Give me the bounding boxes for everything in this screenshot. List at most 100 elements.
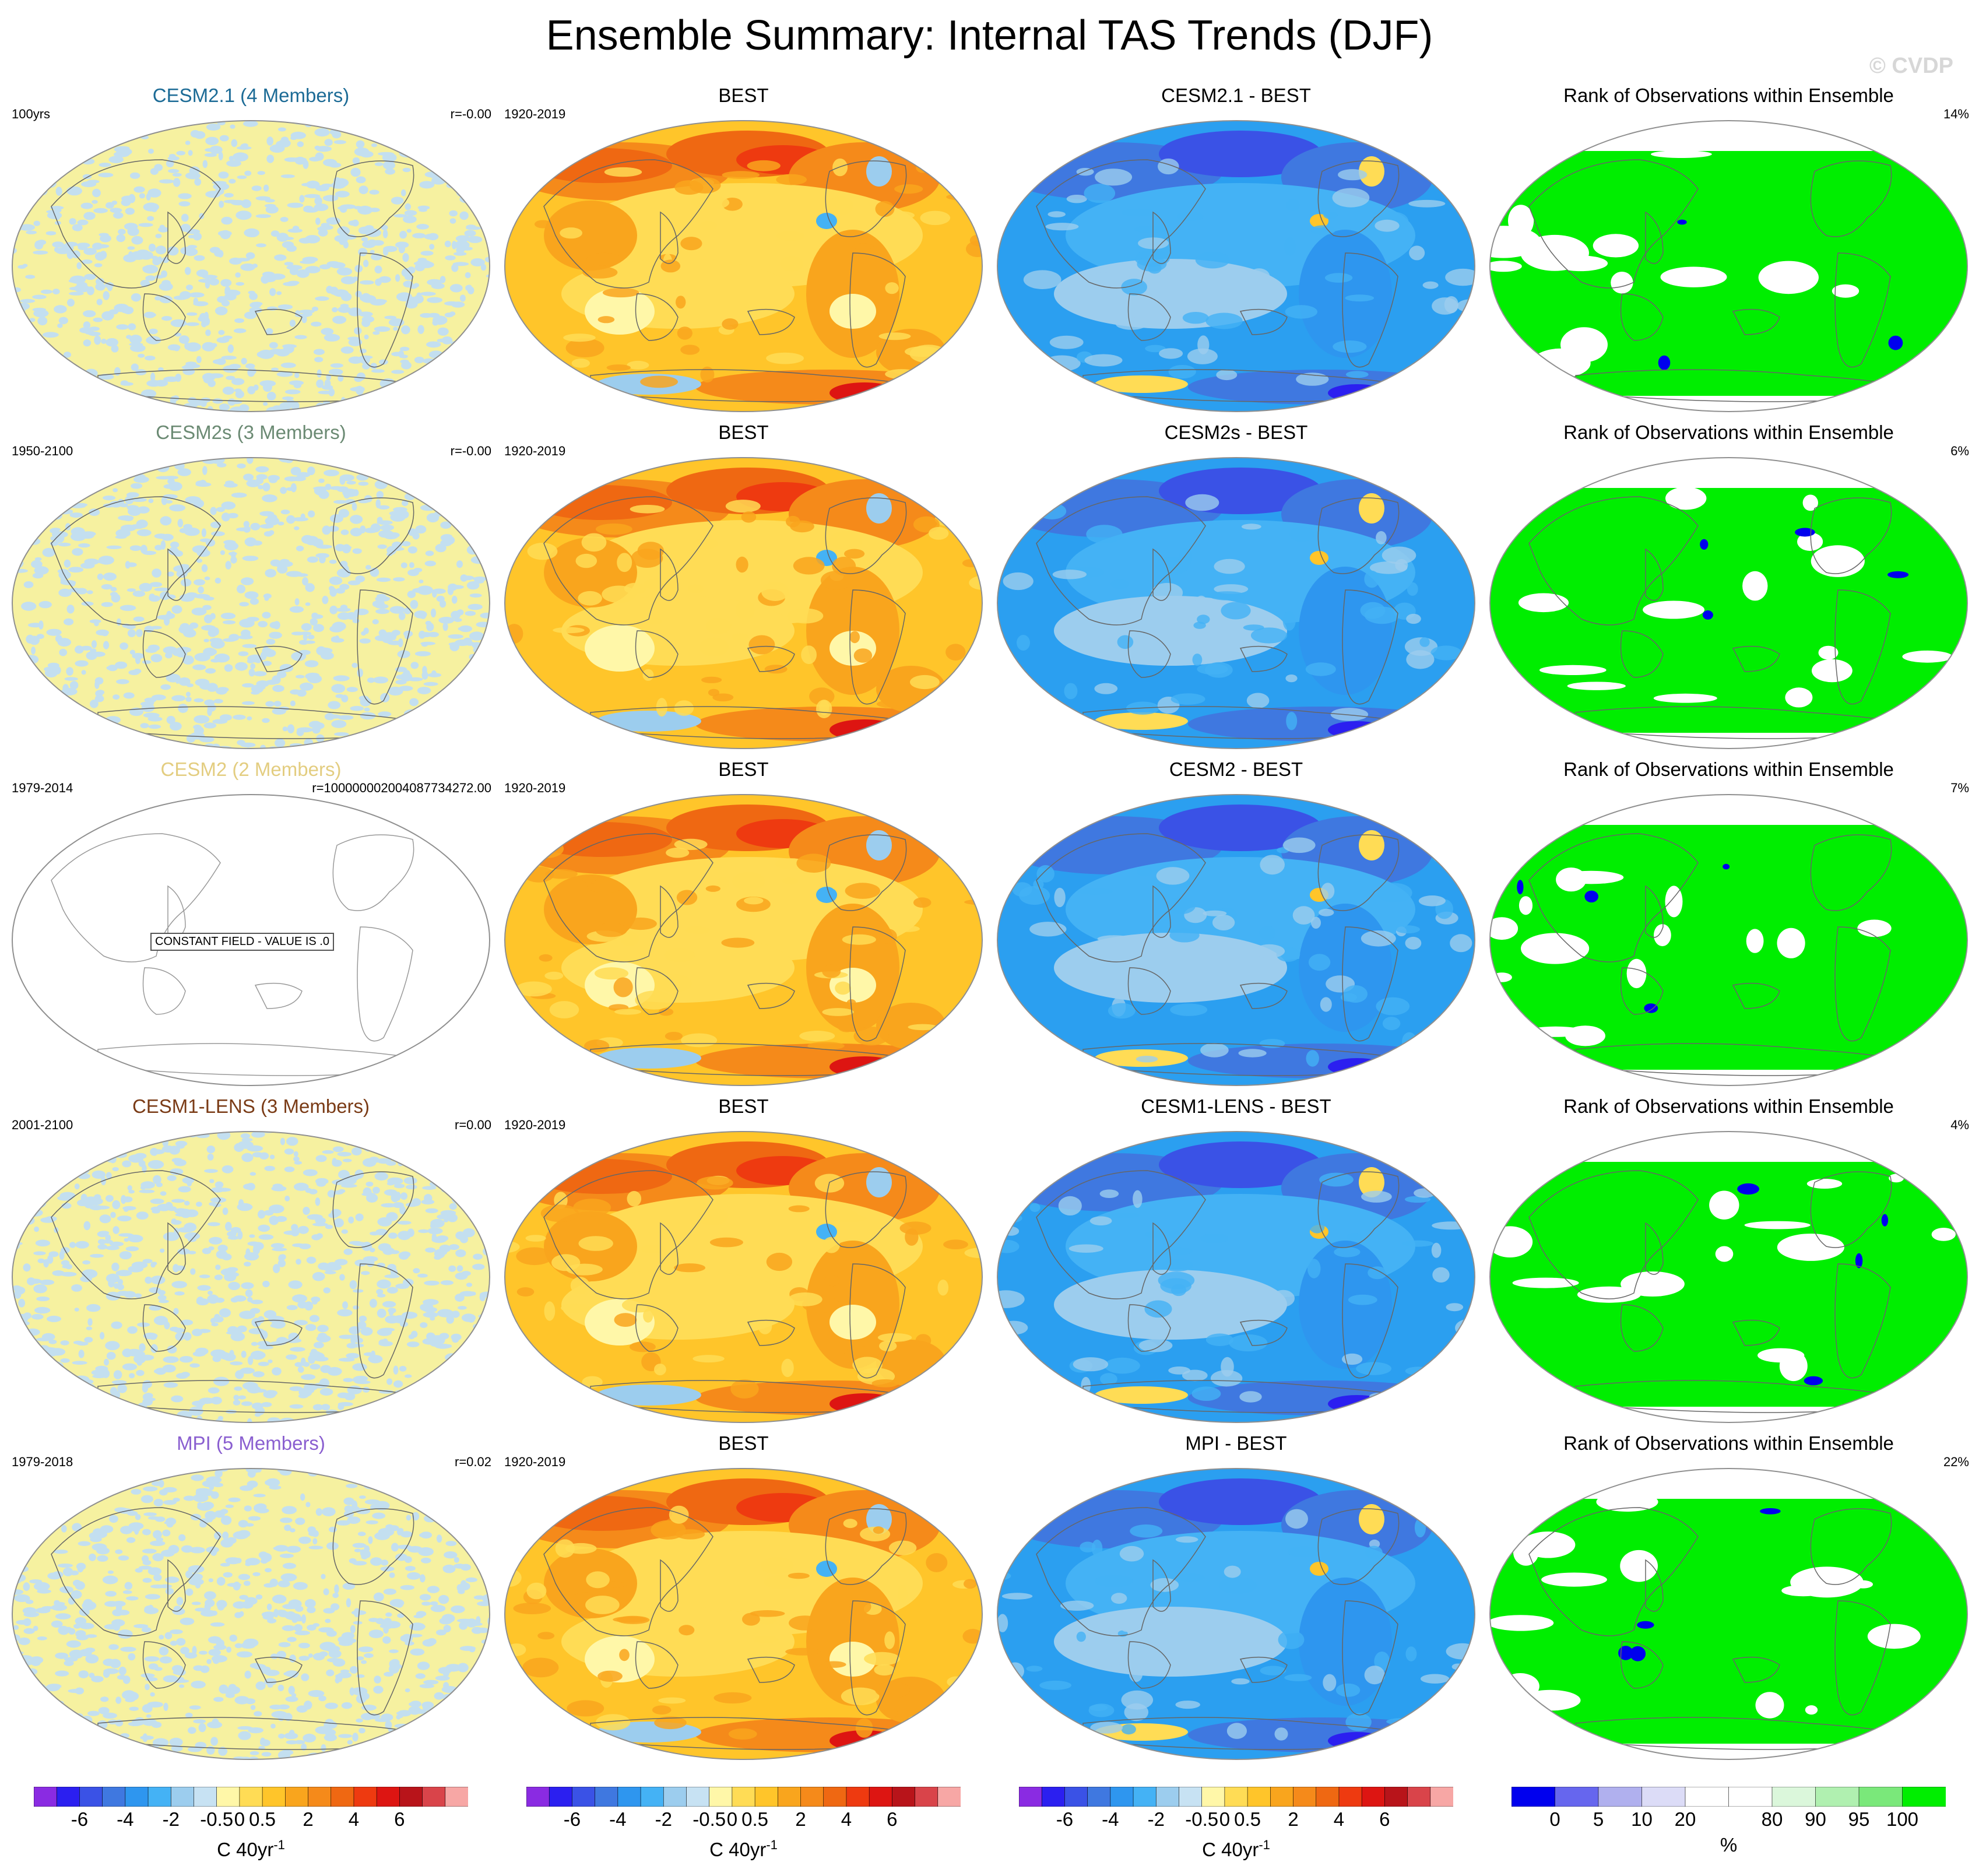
rank-region (1490, 917, 1518, 940)
noise-blob (437, 327, 449, 336)
noise-blob (153, 1316, 168, 1326)
trend-patch (513, 1603, 551, 1614)
noise-blob (113, 1625, 120, 1631)
coastline (1620, 967, 1664, 1015)
noise-blob (452, 382, 459, 387)
trend-patch (629, 1341, 656, 1352)
noise-blob (290, 1347, 305, 1352)
noise-blob (293, 1624, 303, 1632)
noise-blob (472, 701, 485, 706)
trend-patch (581, 533, 607, 552)
noise-blob (152, 1553, 164, 1562)
noise-blob (33, 137, 43, 145)
noise-blob (326, 1630, 337, 1637)
noise-blob (235, 282, 245, 286)
noise-blob (440, 391, 454, 399)
noise-blob (461, 1530, 467, 1538)
noise-blob (355, 1213, 364, 1221)
noise-blob (182, 367, 195, 375)
noise-blob (386, 1287, 398, 1294)
noise-blob (451, 1311, 460, 1318)
noise-blob (445, 1664, 462, 1672)
noise-blob (128, 1189, 135, 1194)
noise-blob (80, 1389, 95, 1398)
noise-blob (473, 1533, 485, 1540)
noise-blob (29, 1579, 43, 1584)
noise-blob (36, 744, 50, 749)
noise-blob (82, 1741, 92, 1749)
colorbar-swatch (663, 1787, 687, 1807)
noise-blob (144, 1656, 160, 1662)
noise-blob (82, 1499, 89, 1507)
noise-blob (333, 675, 350, 681)
noise-blob (406, 1752, 413, 1758)
noise-blob (255, 1407, 265, 1415)
noise-blob (407, 1403, 420, 1407)
noise-blob (18, 1213, 27, 1218)
noise-blob (306, 1256, 317, 1264)
noise-blob (68, 1628, 76, 1635)
noise-blob (294, 1362, 303, 1367)
coastline (543, 1170, 713, 1299)
colorbar-swatch (915, 1787, 938, 1807)
colorbar-swatch (1641, 1787, 1686, 1807)
noise-blob (115, 529, 131, 537)
noise-blob (351, 1500, 358, 1509)
noise-blob (147, 644, 160, 652)
trend-patch (871, 1379, 899, 1387)
noise-blob (255, 659, 261, 663)
coastline (1127, 967, 1171, 1015)
noise-blob (346, 1598, 351, 1607)
trend-patch (1169, 928, 1200, 943)
noise-blob (173, 1264, 179, 1273)
noise-blob (411, 1410, 419, 1415)
noise-blob (215, 188, 224, 195)
rank-map (1489, 1468, 1969, 1760)
noise-blob (106, 1131, 121, 1133)
trend-patch (674, 700, 694, 716)
coastline (1152, 1222, 1171, 1275)
rank-region (1781, 1585, 1825, 1597)
noise-blob (363, 1256, 378, 1262)
noise-blob (127, 1326, 138, 1334)
noise-blob (350, 167, 361, 177)
noise-blob (337, 1309, 353, 1317)
noise-blob (40, 1279, 55, 1285)
noise-blob (188, 1565, 205, 1573)
rank-region (1490, 733, 1967, 749)
coastline (1036, 496, 1206, 626)
trend-patch (526, 1582, 547, 1600)
noise-blob (241, 1401, 252, 1406)
noise-blob (202, 1501, 215, 1509)
noise-blob (262, 718, 270, 723)
noise-blob (158, 1468, 170, 1476)
obs-map (504, 457, 983, 749)
trend-patch (1039, 1680, 1071, 1690)
noise-blob (311, 612, 318, 619)
noise-blob (465, 715, 470, 720)
noise-blob (354, 147, 370, 156)
noise-blob (245, 252, 255, 259)
noise-blob (146, 1714, 152, 1718)
noise-blob (13, 173, 25, 178)
noise-blob (12, 361, 15, 366)
noise-blob (37, 493, 49, 500)
noise-blob (483, 1196, 490, 1200)
noise-blob (437, 1309, 454, 1318)
noise-blob (254, 1389, 267, 1393)
noise-blob (93, 208, 108, 213)
noise-blob (432, 729, 441, 733)
noise-blob (247, 1470, 256, 1478)
noise-blob (265, 568, 277, 578)
noise-blob (290, 1229, 300, 1236)
noise-blob (144, 1607, 159, 1614)
rank-region (1490, 1468, 1967, 1499)
coastline (1152, 885, 1171, 938)
colorbar-swatch (937, 1787, 961, 1807)
noise-blob (178, 677, 191, 686)
noise-blob (128, 670, 140, 676)
noise-blob (113, 1226, 119, 1234)
trend-patch (1419, 637, 1430, 647)
noise-blob (37, 1403, 46, 1411)
low-rank-region (1517, 880, 1524, 895)
